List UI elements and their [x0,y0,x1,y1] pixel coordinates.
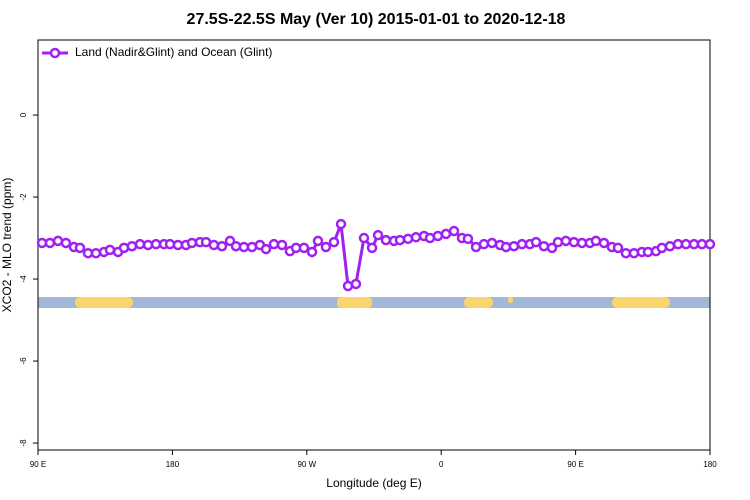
data-point [208,239,220,251]
chart-title: 27.5S-22.5S May (Ver 10) 2015-01-01 to 2… [187,11,566,28]
data-point [696,238,708,250]
x-tick-label: 90 E [30,460,46,469]
data-point [358,232,370,244]
data-point [260,243,272,255]
data-point [44,237,56,249]
data-point [486,237,498,249]
data-point [306,246,318,258]
x-tick-label: 180 [703,460,717,469]
data-point [238,241,250,253]
data-point [320,241,332,253]
x-axis-label: Longitude (deg E) [326,476,421,490]
y-tick-label: -6 [19,357,28,365]
data-point [350,278,362,290]
data-point [590,235,602,247]
data-point [335,218,347,230]
data-point [126,240,138,252]
data-point [410,231,422,243]
data-point [598,237,610,249]
data-point [568,236,580,248]
y-tick-label: -8 [19,439,28,447]
ocean-band [38,297,710,308]
land-band [75,297,133,308]
x-tick-label: 0 [439,460,444,469]
land-band [464,297,493,308]
y-tick-label: -2 [19,193,28,201]
data-point [628,247,640,259]
y-tick-label: -4 [19,275,28,283]
data-point [530,236,542,248]
data-point [552,236,564,248]
data-point [664,240,676,252]
data-point [150,238,162,250]
data-point [134,238,146,250]
data-point [448,225,460,237]
x-tick-label: 90 W [297,460,316,469]
data-point [186,237,198,249]
legend-marker [49,47,61,59]
data-point [432,230,444,242]
data-point [620,247,632,259]
land-band [508,297,513,303]
data-point [546,242,558,254]
data-point [268,238,280,250]
data-point [440,228,452,240]
y-axis-label: XCO2 - MLO trend (ppm) [0,178,14,313]
data-point [104,244,116,256]
data-point [380,234,392,246]
data-point [74,242,86,254]
data-point [90,247,102,259]
x-tick-label: 180 [166,460,180,469]
land-band [612,297,670,308]
data-point [298,242,310,254]
data-point [328,236,340,248]
y-tick-label: 0 [19,112,28,117]
data-point [538,240,550,252]
land-band [337,297,372,308]
land-ocean-band [38,297,710,308]
data-point [312,235,324,247]
x-tick-label: 90 E [567,460,583,469]
data-point [704,238,716,250]
data-point [478,238,490,250]
data-point [60,237,72,249]
data-point [560,235,572,247]
data-point [462,233,474,245]
data-point [216,240,228,252]
data-point [656,242,668,254]
data-point [276,239,288,251]
data-point [172,239,184,251]
legend-label: Land (Nadir&Glint) and Ocean (Glint) [75,45,272,59]
data-point [612,242,624,254]
data-point [508,240,520,252]
data-point [680,238,692,250]
data-point [372,229,384,241]
data-point [394,234,406,246]
data-point [366,242,378,254]
